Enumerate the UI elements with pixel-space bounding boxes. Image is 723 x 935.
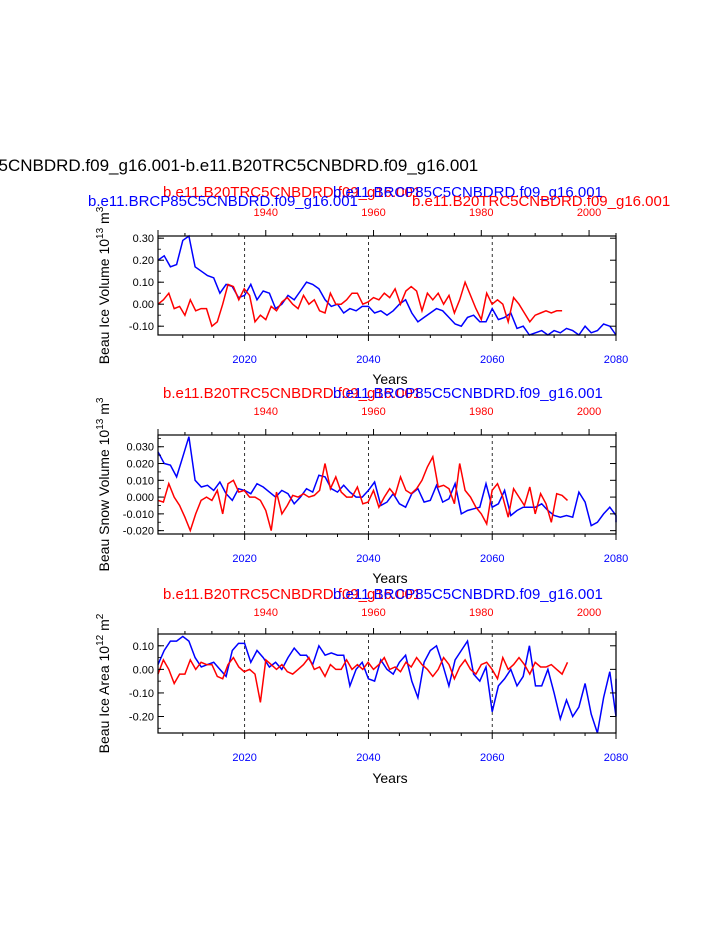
x-axis-label: Years: [372, 770, 407, 786]
y-tick-label: -0.020: [123, 526, 154, 538]
x-tick-label-bottom: 2080: [604, 553, 628, 565]
y-tick-label: 0.10: [133, 277, 154, 289]
x-tick-label-top: 1940: [254, 406, 278, 418]
x-tick-label-bottom: 2080: [604, 354, 628, 366]
y-tick-label: 0.10: [133, 641, 154, 653]
y-tick-label: 0.030: [126, 442, 154, 454]
y-tick-label: 0.000: [126, 492, 154, 504]
y-tick-label: -0.10: [129, 321, 154, 333]
series-line-red: [157, 279, 563, 328]
x-tick-label-top: 1960: [361, 406, 385, 418]
legend-red: b.e11.B20TRC5CNBDRD.f09_g16.001: [163, 586, 421, 603]
series-line-red: [157, 655, 569, 703]
series-line-blue: [157, 234, 617, 337]
x-axis-label: Years: [372, 570, 407, 586]
x-tick-label-bottom: 2040: [356, 752, 380, 764]
legend-blue: b.e11.BRCP85C5CNBDRD.f09_g16.001: [333, 586, 603, 603]
y-tick-label: 0.30: [133, 233, 154, 245]
plot-frame: [157, 235, 617, 336]
x-tick-label-top: 1960: [361, 207, 385, 219]
x-tick-label-top: 1960: [361, 607, 385, 619]
y-tick-label: 0.020: [126, 459, 154, 471]
x-tick-label-bottom: 2020: [232, 354, 256, 366]
legend-blue: b.e11.BRCP85C5CNBDRD.f09_g16.001: [333, 184, 603, 201]
x-tick-label-bottom: 2020: [232, 553, 256, 565]
plot-frame: [157, 633, 617, 734]
x-tick-label-top: 1940: [254, 607, 278, 619]
x-tick-label-top: 1940: [254, 207, 278, 219]
main-title: Anomalies b.e11.BRCP85C5CNBDRD.f09_g16.0…: [0, 156, 479, 175]
x-tick-label-top: 1980: [469, 607, 493, 619]
legend-red: b.e11.B20TRC5CNBDRD.f09_g16.001: [163, 385, 421, 402]
x-tick-label-bottom: 2060: [480, 752, 504, 764]
legend-blue: b.e11.BRCP85C5CNBDRD.f09_g16.001: [88, 193, 358, 210]
legend-blue: b.e11.BRCP85C5CNBDRD.f09_g16.001: [333, 385, 603, 402]
y-tick-label: 0.010: [126, 475, 154, 487]
y-axis-label: Beau Ice Volume 1013 m3: [95, 206, 112, 364]
y-tick-label: 0.20: [133, 255, 154, 267]
y-axis-label: Beau Ice Area 1012 m2: [95, 613, 112, 753]
series-line-blue: [157, 436, 617, 527]
x-tick-label-bottom: 2040: [356, 553, 380, 565]
x-tick-label-bottom: 2060: [480, 553, 504, 565]
series-line-blue: [157, 635, 617, 734]
x-tick-label-top: 2000: [577, 607, 601, 619]
y-tick-label: -0.20: [129, 712, 154, 724]
y-tick-label: -0.10: [129, 688, 154, 700]
x-tick-label-top: 2000: [577, 207, 601, 219]
x-tick-label-top: 2000: [577, 406, 601, 418]
x-tick-label-bottom: 2040: [356, 354, 380, 366]
y-tick-label: 0.00: [133, 664, 154, 676]
y-tick-label: -0.010: [123, 509, 154, 521]
plot-frame: [157, 434, 617, 535]
x-tick-label-bottom: 2060: [480, 354, 504, 366]
x-tick-label-bottom: 2020: [232, 752, 256, 764]
legend-red: b.e11.B20TRC5CNBDRD.f09_g16.001: [163, 184, 421, 201]
y-axis-label: Beau Snow Volume 1013 m3: [95, 397, 112, 571]
series-line-red: [157, 454, 569, 533]
x-axis-label: Years: [372, 371, 407, 387]
x-tick-label-bottom: 2080: [604, 752, 628, 764]
y-tick-label: 0.00: [133, 299, 154, 311]
x-tick-label-top: 1980: [469, 406, 493, 418]
x-tick-label-top: 1980: [469, 207, 493, 219]
legend-red: b.e11.B20TRC5CNBDRD.f09_g16.001: [412, 193, 670, 210]
